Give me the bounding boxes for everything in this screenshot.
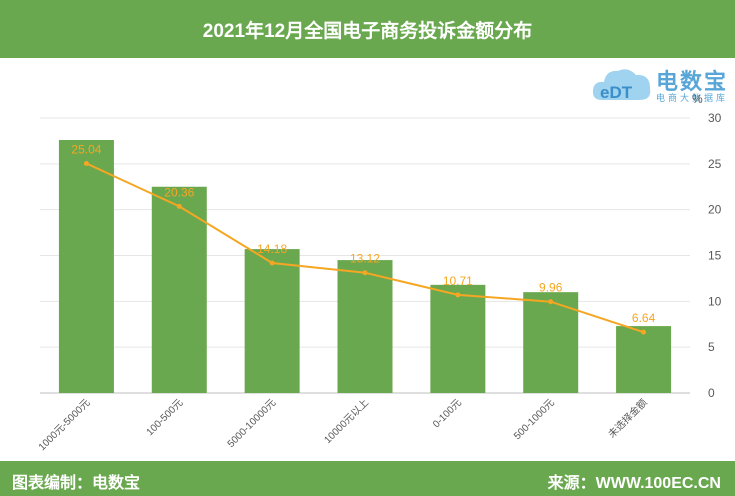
bar <box>430 284 486 393</box>
data-label: 6.64 <box>632 311 656 325</box>
data-label: 14.18 <box>257 242 287 256</box>
data-label: 9.96 <box>539 281 563 295</box>
footer-credit: 图表编制：电数宝 <box>12 475 141 492</box>
footer-source: 来源：WWW.100EC.CN <box>547 475 721 492</box>
y-tick-label: 0 <box>708 386 715 400</box>
y-tick-label: 10 <box>708 294 722 308</box>
data-label: 13.12 <box>350 252 380 266</box>
data-label: 25.04 <box>71 142 101 156</box>
bar <box>337 260 393 393</box>
x-tick-label: 1000元-5000元 <box>37 397 93 453</box>
chart-title-bar: 2021年12月全国电子商务投诉金额分布 <box>0 0 735 58</box>
line-point <box>455 292 461 298</box>
y-axis-unit: % <box>692 92 703 106</box>
logo-mark: eDT <box>600 83 633 102</box>
y-tick-label: 5 <box>708 340 715 354</box>
data-label: 10.71 <box>443 274 473 288</box>
line-point <box>269 260 275 266</box>
line-point <box>176 203 182 209</box>
y-tick-label: 20 <box>708 203 722 217</box>
logo-subtitle: 电商大数据库 <box>656 93 729 103</box>
brand-logo: eDT 电数宝 电商大数据库 <box>590 60 730 110</box>
line-point <box>548 299 554 305</box>
x-tick-label: 未选择金额 <box>605 396 650 441</box>
chart-title: 2021年12月全国电子商务投诉金额分布 <box>202 20 533 42</box>
y-tick-label: 25 <box>708 157 722 171</box>
line-point <box>362 270 368 276</box>
bar <box>151 186 207 393</box>
bar-line-chart: 25.04 20.36 14.18 13.12 10.71 9.96 6.64 0 5 10 15… <box>37 111 722 453</box>
bar <box>244 249 300 393</box>
x-tick-label: 500-1000元 <box>512 397 557 442</box>
x-tick-label: 5000-10000元 <box>226 397 279 450</box>
y-tick-label: 30 <box>708 111 722 125</box>
bar <box>523 292 579 393</box>
x-tick-label: 0-100元 <box>431 397 464 430</box>
line-point <box>641 329 647 335</box>
x-tick-label: 10000元以上 <box>322 397 371 446</box>
logo-name: 电数宝 <box>656 69 729 94</box>
x-tick-label: 100-500元 <box>145 397 186 438</box>
data-label: 20.36 <box>164 185 194 199</box>
y-tick-label: 15 <box>708 249 722 263</box>
bar <box>58 140 114 393</box>
cloud-logo-icon: eDT <box>592 69 651 102</box>
footer-bar: 图表编制：电数宝 来源：WWW.100EC.CN <box>0 461 735 496</box>
line-point <box>83 160 89 166</box>
bar <box>616 326 672 393</box>
